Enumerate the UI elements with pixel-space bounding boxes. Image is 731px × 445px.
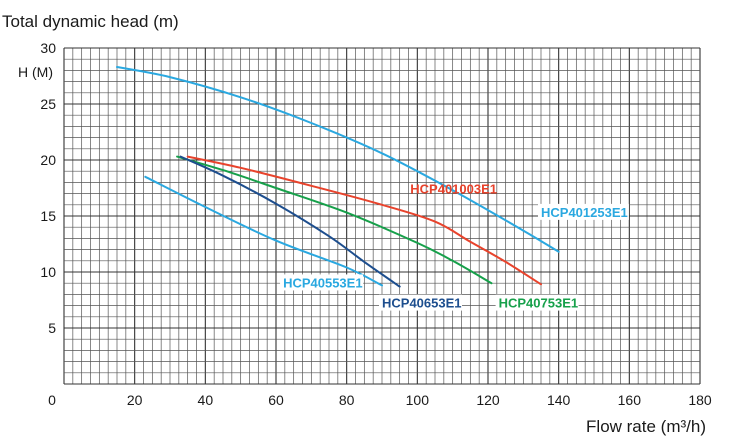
label-background — [379, 294, 462, 311]
y-axis-label: H (M) — [18, 64, 53, 80]
series-line-hcp40753e1 — [176, 155, 493, 285]
series-labels: HCP401003E1 HCP401253E1 HCP40553E1 HCP40653… — [280, 181, 629, 311]
series-line-hcp401253e1 — [116, 66, 560, 253]
x-tick-label: 40 — [198, 392, 214, 408]
series-label-hcp401003e1: HCP401003E1 — [410, 181, 497, 196]
grid — [63, 47, 701, 385]
tick-labels: 0 20 40 60 80 100 120 140 160 180 5 10 15 20 25 30 — [40, 40, 711, 408]
label-background — [495, 294, 579, 311]
series-line-hcp401003e1 — [186, 155, 542, 286]
y-tick-label: 10 — [40, 264, 56, 280]
y-tick-label: 20 — [40, 152, 56, 168]
label-background — [280, 274, 364, 291]
x-tick-label: 160 — [618, 392, 642, 408]
y-tick-label: 30 — [40, 40, 56, 56]
y-tick-label: 15 — [40, 208, 56, 224]
label-background — [538, 203, 629, 220]
y-tick-label: 5 — [48, 320, 56, 336]
x-tick-label: 60 — [268, 392, 284, 408]
series-label-hcp401253e1: HCP401253E1 — [541, 205, 628, 220]
x-tick-label: 180 — [688, 392, 712, 408]
series-label-hcp40753e1: HCP40753E1 — [499, 296, 578, 311]
series-line-hcp40653e1 — [179, 155, 401, 288]
series-label-hcp40653e1: HCP40653E1 — [382, 296, 462, 311]
x-axis-label: Flow rate (m³/h) — [586, 417, 706, 436]
x-tick-label: 0 — [48, 392, 56, 408]
y-tick-label: 25 — [40, 96, 56, 112]
series-label-hcp40553e1: HCP40553E1 — [283, 275, 363, 290]
chart-title: Total dynamic head (m) — [2, 12, 179, 31]
x-tick-label: 20 — [127, 392, 143, 408]
x-tick-label: 100 — [406, 392, 430, 408]
series-line-hcp40553e1 — [144, 175, 383, 287]
x-tick-label: 140 — [547, 392, 571, 408]
x-tick-label: 120 — [476, 392, 500, 408]
x-tick-label: 80 — [339, 392, 355, 408]
series-lines — [116, 66, 560, 288]
